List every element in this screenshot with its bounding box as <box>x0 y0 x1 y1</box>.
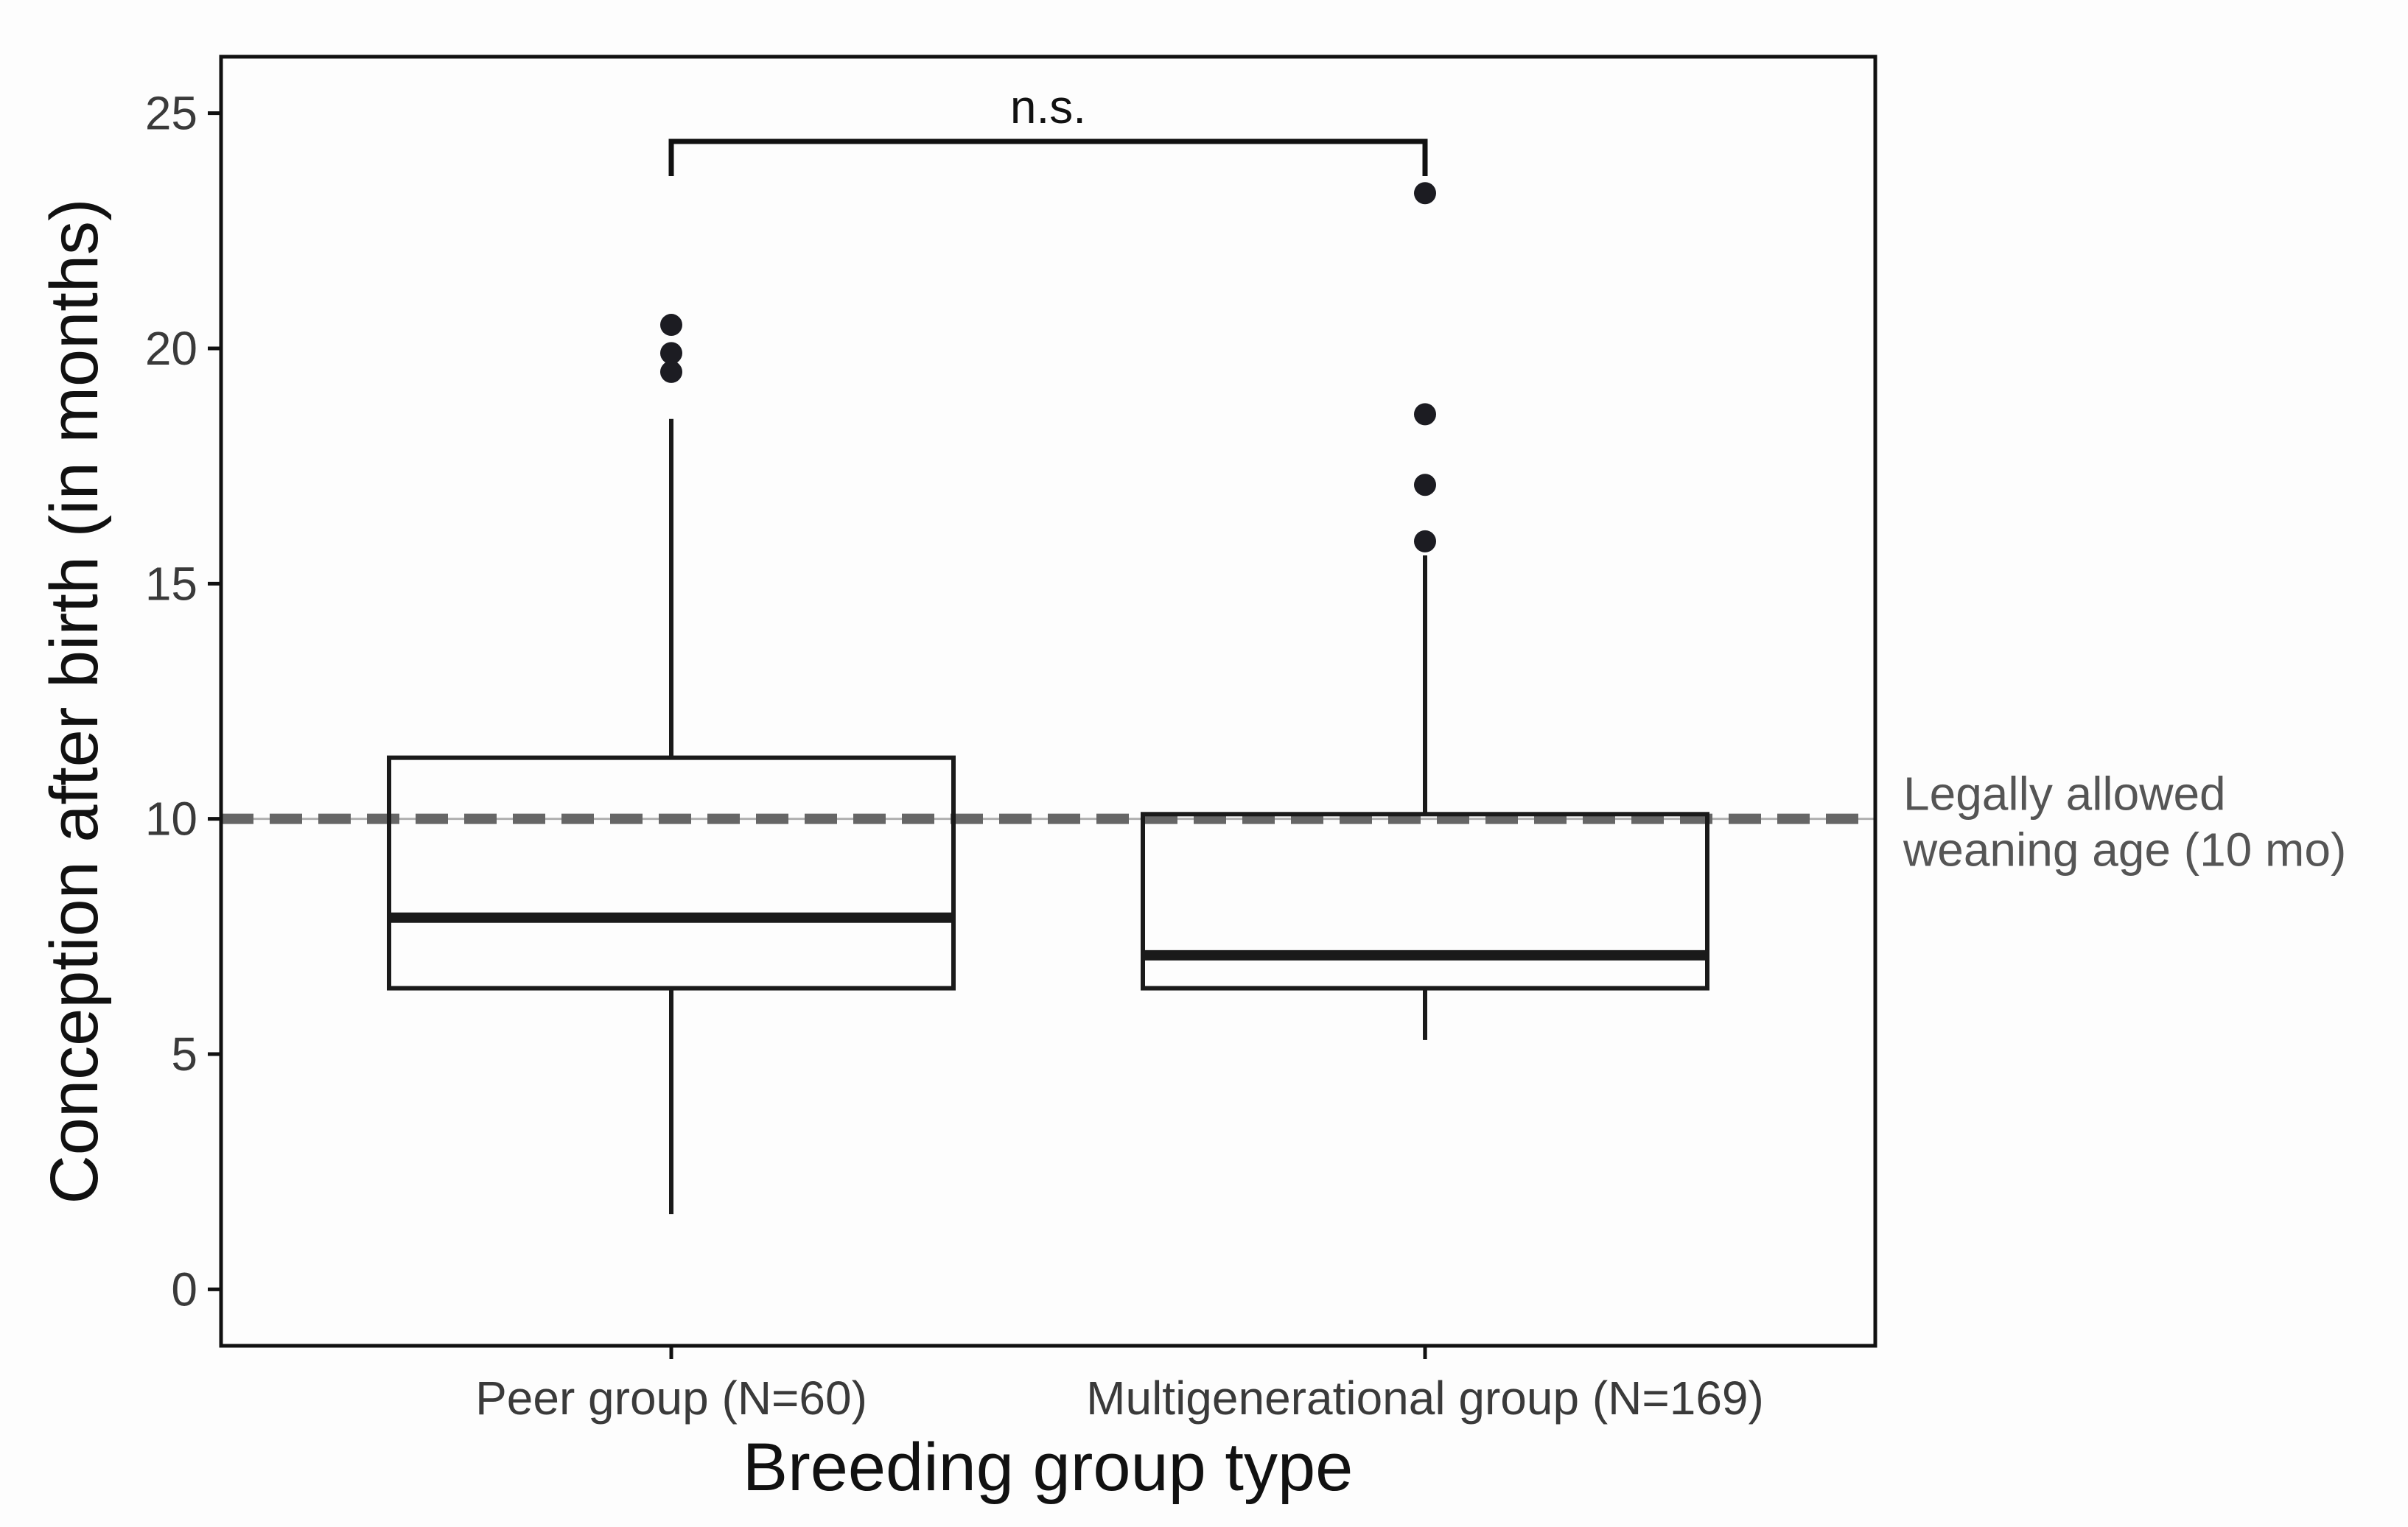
significance-label: n.s. <box>1010 80 1086 133</box>
outliers-layer <box>660 182 1436 552</box>
outlier-point <box>660 342 682 365</box>
y-tick-label: 10 <box>145 793 197 846</box>
y-axis-ticks: 0 5 10 15 20 25 <box>145 87 221 1316</box>
box-iqr <box>387 755 956 991</box>
y-tick-label: 0 <box>171 1263 197 1316</box>
boxes-layer <box>387 418 1709 1215</box>
significance-bracket-line <box>668 138 1428 176</box>
outlier-point <box>660 360 682 383</box>
outlier-point <box>660 314 682 337</box>
plot-border <box>219 55 1877 1348</box>
y-tick-label: 5 <box>171 1028 197 1081</box>
reference-note-line1: Legally allowed <box>1903 768 2226 821</box>
significance-bracket: n.s. <box>668 80 1428 176</box>
outlier-point <box>1414 182 1436 205</box>
y-tick-label: 25 <box>145 87 197 140</box>
y-tick-label: 15 <box>145 557 197 610</box>
x-tick-label: Multigenerational group (N=169) <box>1086 1372 1764 1425</box>
x-axis-title: Breeding group type <box>743 1430 1354 1505</box>
plot-background <box>221 57 1875 1346</box>
box-iqr <box>1141 812 1709 991</box>
y-axis-title: Conception after birth (in months) <box>37 198 112 1204</box>
outlier-point <box>1414 403 1436 426</box>
x-axis-ticks: Peer group (N=60) Multigenerational group… <box>475 1346 1764 1425</box>
outlier-point <box>1414 474 1436 496</box>
x-tick-label: Peer group (N=60) <box>475 1372 867 1425</box>
outlier-point <box>1414 530 1436 552</box>
y-tick-label: 20 <box>145 322 197 375</box>
reference-note-line2: weaning age (10 mo) <box>1903 824 2346 877</box>
